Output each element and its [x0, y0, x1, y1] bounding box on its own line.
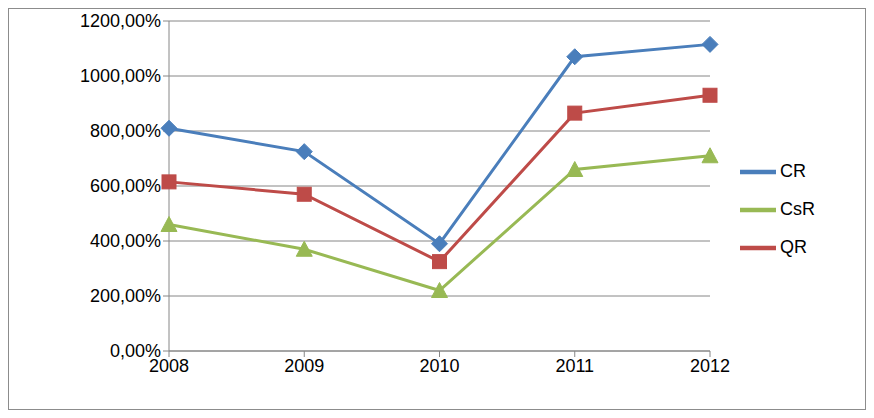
svg-text:2009: 2009: [284, 356, 324, 376]
svg-text:2010: 2010: [419, 356, 459, 376]
svg-text:400,00%: 400,00%: [90, 231, 161, 251]
svg-text:1000,00%: 1000,00%: [80, 66, 161, 86]
html-text:CR: CR: [780, 160, 806, 181]
html-text:CsR: CsR: [780, 198, 815, 219]
svg-text:800,00%: 800,00%: [90, 121, 161, 141]
svg-text:2012: 2012: [690, 356, 730, 376]
svg-text:600,00%: 600,00%: [90, 176, 161, 196]
svg-text:0,00%: 0,00%: [110, 341, 161, 361]
svg-text:200,00%: 200,00%: [90, 286, 161, 306]
svg-text:1200,00%: 1200,00%: [80, 11, 161, 31]
svg-text:2008: 2008: [149, 355, 189, 376]
html-text:QR: QR: [780, 237, 807, 258]
svg-text:2011: 2011: [555, 356, 594, 376]
